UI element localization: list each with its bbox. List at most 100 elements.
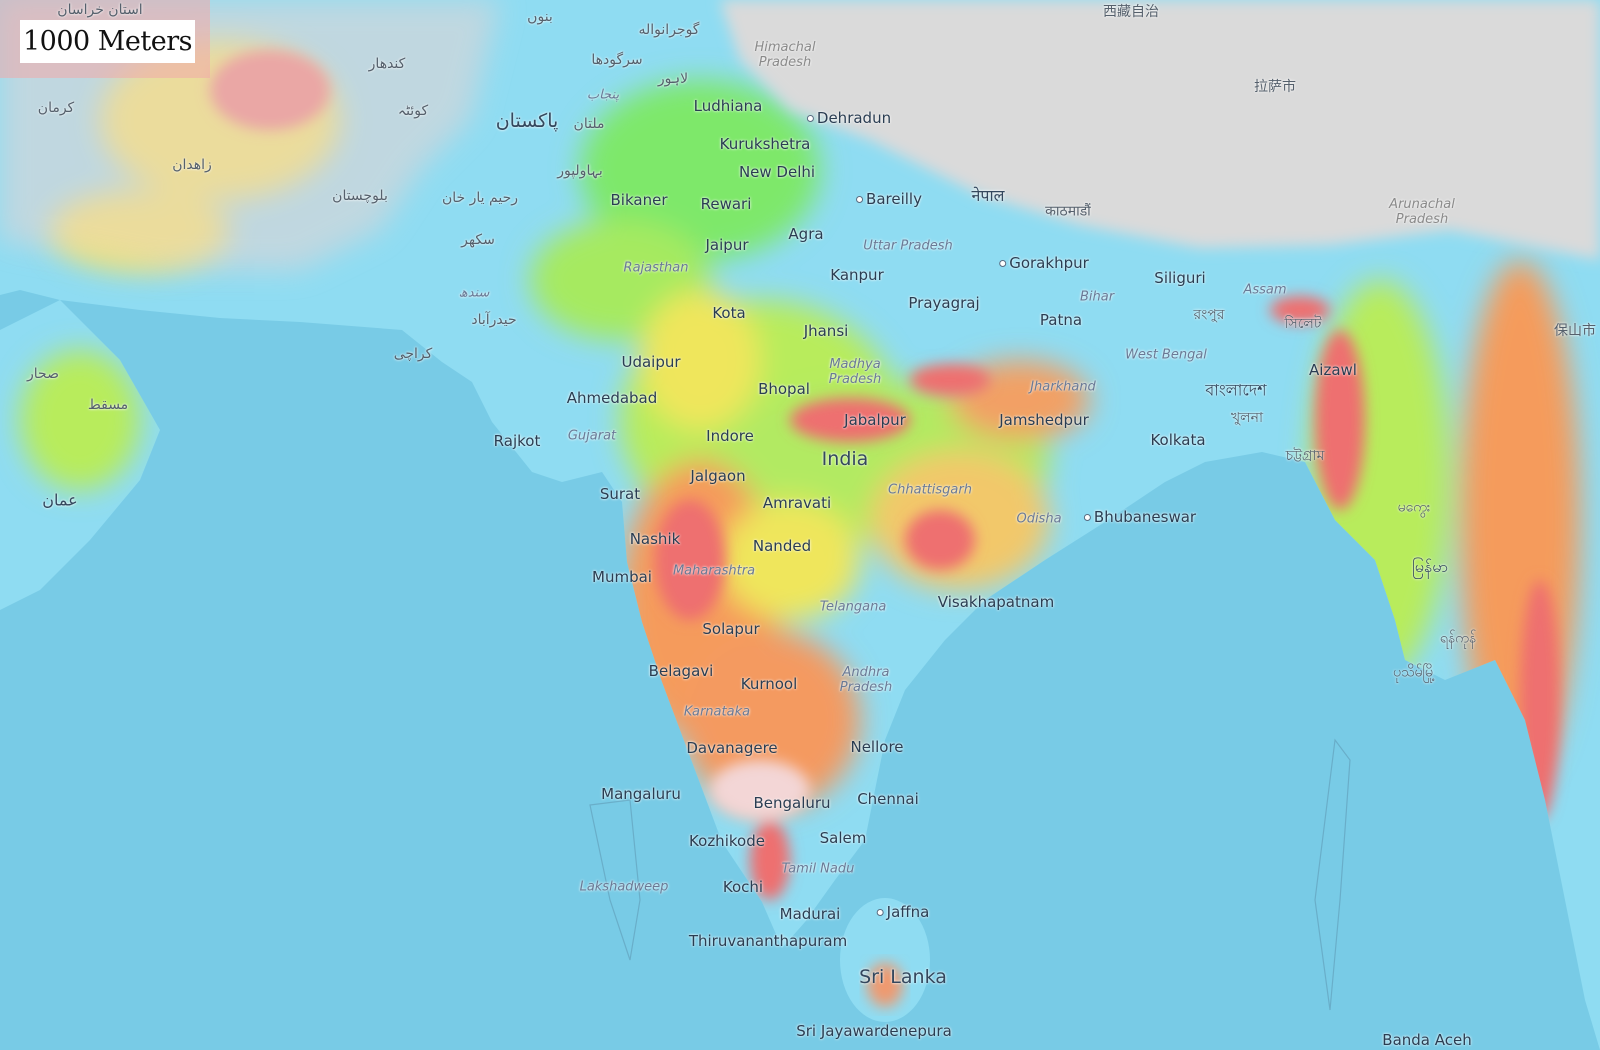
map-label-foreign: مسقط [87,397,129,413]
island-outlines [589,738,1351,1011]
map-label-foreign: রংপুর [1193,307,1225,323]
elevation-shading [0,0,1600,900]
map-label-country: عمان [42,490,78,510]
map-label-state: Karnataka [683,704,751,720]
map-label-city: Visakhapatnam [937,593,1055,611]
map-label-state: پنجاب [586,87,620,103]
map-label-foreign: খুলনা [1230,410,1264,426]
himalaya-relief [720,0,1600,260]
map-label-country: မြန်မာ [1412,557,1448,576]
map-label-foreign: سرگودھا [591,52,643,68]
map-label-city: Solapur [702,620,760,638]
map-label-city: Agra [788,225,824,243]
map-label-city: Madurai [779,905,841,923]
map-label-city: Bhopal [758,380,810,398]
map-label-city: Aizawl [1309,361,1357,379]
map-label-foreign: کراچی [393,346,433,362]
map-label-city: Salem [819,829,867,847]
map-label-city: Mumbai [592,568,652,586]
map-label-city: Ahmedabad [566,389,658,407]
map-label-city: Jaipur [705,236,749,254]
map-label-city: Bikaner [610,191,668,209]
map-label-country: India [821,448,869,470]
map-label-foreign: ပုသိမ်မြို့ [1392,664,1436,681]
map-label-foreign: زاهدان [172,157,212,173]
map-label-city: Nashik [629,530,681,548]
map-label-city: Banda Aceh [1382,1031,1472,1049]
map-label-city: Dehradun [807,109,891,127]
map-label-foreign: کرمان [37,100,75,116]
map-label-foreign: صحار [27,366,59,382]
map-label-city: Kozhikode [689,832,765,850]
map-label-city: Kurnool [740,675,798,693]
map-label-foreign: ملتان [573,116,605,132]
map-label-city: Amravati [762,494,832,512]
elevation-legend-label: 1000 Meters [20,20,195,63]
map-label-foreign: চট্টগ্রাম [1285,448,1325,464]
map-label-city: Nellore [850,738,904,756]
map-label-state: Uttar Pradesh [863,238,953,254]
map-label-city: Jalgaon [690,467,746,485]
map-label-foreign: সিলেট [1284,316,1322,332]
map-label-foreign: کوئٹہ [397,103,429,119]
map-label-city: Rewari [700,195,752,213]
map-label-state: Arunachal Pradesh [1389,197,1455,227]
map-label-city: Indore [706,427,754,445]
map-label-city: Kota [712,304,746,322]
map-label-city: Davanagere [686,739,778,757]
map-label-state: Bihar [1079,289,1115,305]
map-label-city: New Delhi [738,163,816,181]
map-label-city: Nanded [752,537,812,555]
map-label-city: Jamshedpur [999,411,1089,429]
map-label-foreign: ရန်ကုန် [1439,630,1477,647]
map-label-city: Jabalpur [844,411,906,429]
map-label-state: Tamil Nadu [781,861,855,877]
map-label-foreign: گوجرانواله [638,22,700,38]
map-label-state: Himachal Pradesh [754,40,816,70]
map-label-country: Sri Lanka [859,966,947,988]
map-label-foreign: حیدرآباد [471,312,517,328]
map-label-city: Bengaluru [753,794,831,812]
map-label-state: Assam [1243,282,1287,298]
map-label-city: Sri Jayawardenepura [796,1022,952,1040]
map-label-state: Jharkhand [1030,379,1096,395]
map-label-foreign: کندھار [368,56,406,72]
map-label-city: Jhansi [803,322,849,340]
map-label-city: Prayagraj [908,294,980,312]
map-label-city: Thiruvananthapuram [688,932,848,950]
map-label-foreign: بہاولپور [557,163,603,179]
map-label-city: Kurukshetra [719,135,811,153]
map-label-city: Kanpur [830,266,884,284]
map-label-state: Andhra Pradesh [839,665,893,695]
map-label-city: Belagavi [648,662,714,680]
map-label-state: West Bengal [1125,347,1207,363]
map-label-city: Siliguri [1154,269,1206,287]
map-label-city: Ludhiana [693,97,763,115]
map-label-state: Lakshadweep [579,879,669,895]
map-label-state: سندھ [458,285,490,301]
map-label-country: پاکستان [495,110,559,132]
map-label-city: Bareilly [856,190,922,208]
map-label-state: Maharashtra [672,563,756,579]
map-label-state: Chhattisgarh [888,482,972,498]
map-label-city: Patna [1039,311,1083,329]
map-label-foreign: 西藏自治 [1103,4,1159,20]
map-label-city: Jaffna [877,903,930,921]
map-label-city: Kochi [722,878,764,896]
map-label-city: Chennai [857,790,919,808]
map-label-foreign: 拉萨市 [1254,79,1296,95]
map-label-city: Bhubaneswar [1084,508,1196,526]
map-label-foreign: بلوچستان [332,188,388,204]
map-label-country: नेपाल [971,186,1005,205]
map-label-city: Udaipur [621,353,681,371]
map-label-foreign: काठमाडौं [1045,203,1091,220]
map-label-city: Surat [599,485,641,503]
map-label-foreign: رحیم یار خان [442,190,518,206]
map-label-foreign: မကွေး [1397,499,1431,516]
map-label-city: Kolkata [1150,431,1206,449]
map-label-city: Mangaluru [601,785,681,803]
map-label-city: Gorakhpur [999,254,1089,272]
sri-lanka-land [840,898,930,1022]
map-label-state: Odisha [1016,511,1062,527]
